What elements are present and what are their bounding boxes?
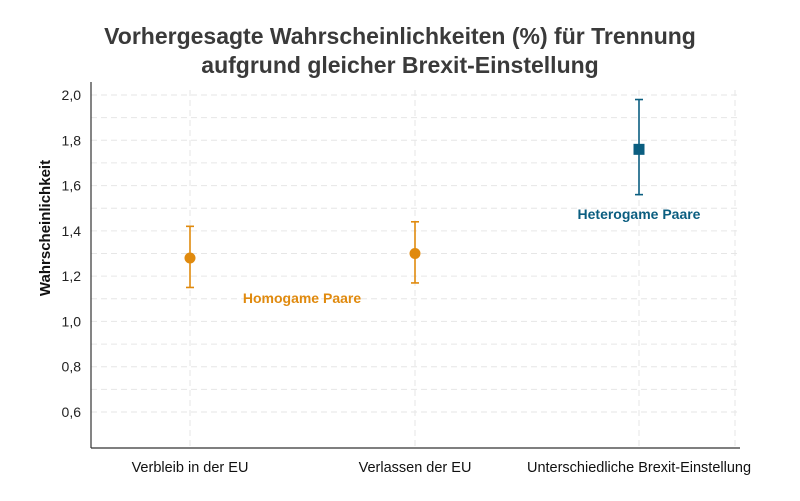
x-category-label: Verbleib in der EU (132, 460, 249, 476)
data-point (409, 248, 421, 259)
y-tick-label: 1,0 (62, 313, 82, 329)
series-label-homogame: Homogame Paare (243, 290, 361, 306)
data-point (633, 143, 645, 155)
x-category-label: Unterschiedliche Brexit-Einstellung (527, 460, 751, 476)
y-tick-label: 1,8 (62, 132, 82, 148)
axes (90, 82, 740, 449)
y-tick-label: 0,8 (62, 359, 82, 375)
y-tick-labels: 0,6 0,8 1,0 1,2 1,4 1,6 1,8 2,0 (62, 87, 82, 420)
series-label-heterogame: Heterogame Paare (578, 206, 701, 222)
y-tick-label: 1,2 (62, 268, 82, 284)
chart-title-line-1: Vorhergesagte Wahrscheinlichkeiten (%) f… (104, 23, 696, 49)
y-tick-label: 1,6 (62, 178, 82, 194)
y-axis-label: Wahrscheinlichkeit (37, 160, 54, 296)
data-marks (184, 98, 645, 289)
y-tick-label: 2,0 (62, 87, 82, 103)
y-tick-label: 1,4 (62, 223, 82, 239)
x-category-labels: Verbleib in der EU Verlassen der EU Unters… (132, 460, 751, 476)
y-tick-label: 0,6 (62, 404, 82, 420)
x-category-label: Verlassen der EU (359, 460, 472, 476)
chart-title-line-2: aufgrund gleicher Brexit-Einstellung (201, 52, 598, 78)
data-point (184, 252, 196, 264)
